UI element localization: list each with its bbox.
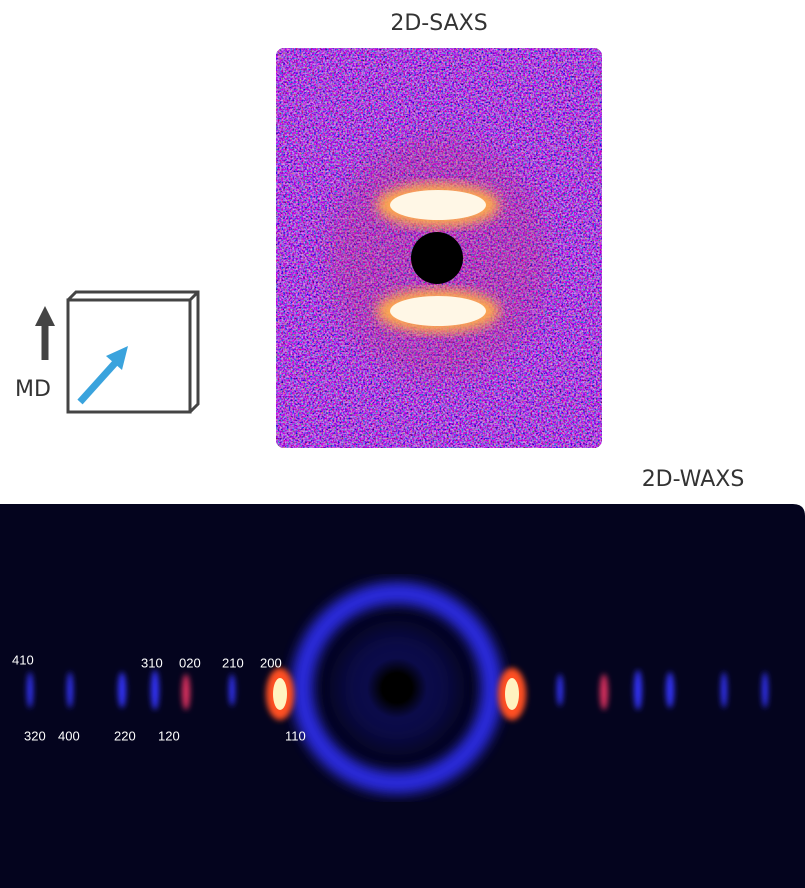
saxs-image (276, 48, 602, 448)
peak-label: 210 (222, 655, 244, 670)
peak-label: 110 (285, 728, 306, 743)
peak-label: 020 (179, 655, 201, 670)
saxs-title: 2D-SAXS (390, 11, 487, 36)
page: 2D-SAXS MD 2D-WAXS (0, 0, 805, 888)
peak-label: 120 (158, 728, 180, 743)
md-label: MD (15, 377, 51, 402)
peak-label: 320 (24, 728, 46, 743)
peak-label: 400 (58, 728, 80, 743)
figure: 2D-SAXS MD 2D-WAXS (0, 0, 805, 888)
peak-label: 410 (12, 652, 34, 667)
peak-label: 310 (141, 655, 163, 670)
waxs-title: 2D-WAXS (642, 467, 745, 492)
peak-label: 220 (114, 728, 136, 743)
orientation-icon: MD (15, 292, 198, 412)
waxs-image (0, 504, 805, 888)
peak-label: 200 (260, 655, 282, 670)
